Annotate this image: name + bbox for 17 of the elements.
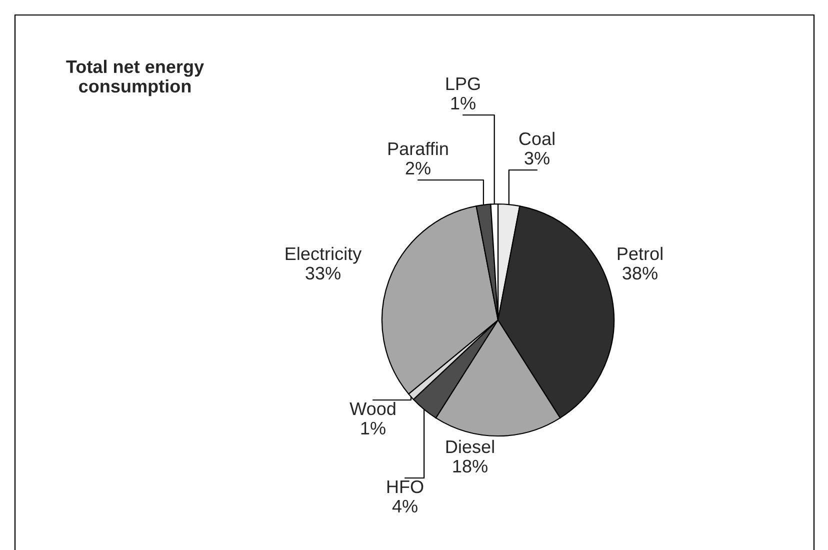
slice-label: Wood xyxy=(350,402,396,416)
data-label: 1% xyxy=(451,96,476,110)
slice-label: LPG xyxy=(446,77,480,90)
data-label: 18% xyxy=(453,460,488,473)
data-label: 2% xyxy=(406,162,430,174)
slice-label: HFO xyxy=(387,480,424,494)
slice-label: Diesel xyxy=(446,440,494,454)
slice-label: Electricity xyxy=(286,246,362,264)
slice-label: Paraffin xyxy=(388,142,448,156)
data-label: 33% xyxy=(306,266,340,280)
slice-label: Petrol xyxy=(618,246,662,260)
data-label: 3% xyxy=(524,152,550,165)
text: Total net energy consumption xyxy=(66,60,204,96)
slice-label: Coal xyxy=(519,132,554,146)
data-label: 1% xyxy=(361,422,386,434)
data-label: 4% xyxy=(392,500,418,512)
data-label: 38% xyxy=(622,266,658,280)
